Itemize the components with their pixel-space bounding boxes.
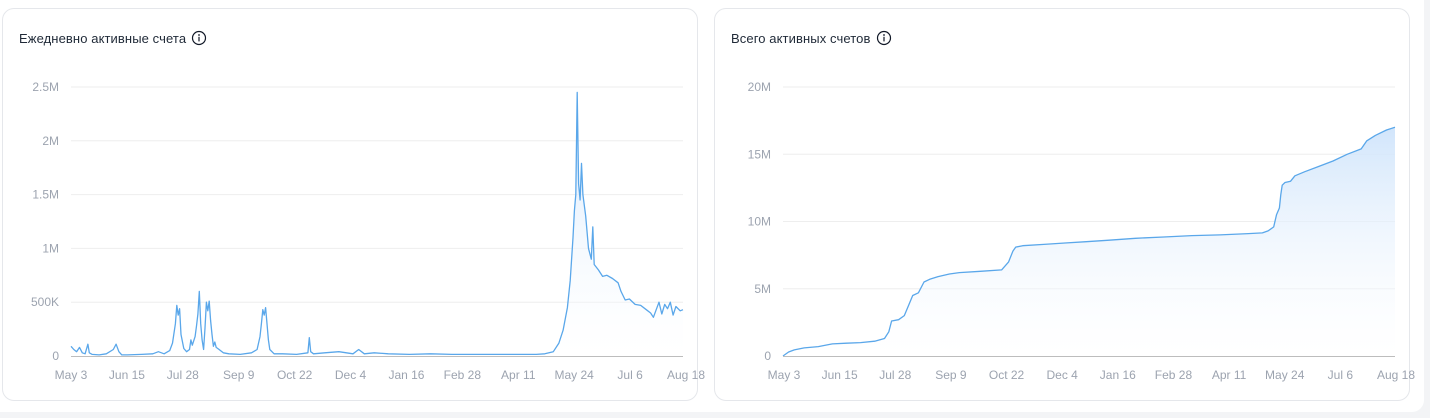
x-tick-label: Oct 22 [989, 368, 1025, 382]
y-tick-label: 5M [754, 282, 771, 296]
x-tick-label: Sep 9 [223, 368, 255, 382]
y-tick-label: 500K [31, 295, 59, 309]
x-tick-label: May 3 [768, 368, 801, 382]
x-tick-label: May 24 [1265, 368, 1305, 382]
x-tick-label: Oct 22 [277, 368, 313, 382]
x-tick-label: Aug 18 [667, 368, 705, 382]
x-tick-label: May 24 [555, 368, 595, 382]
total-active-accounts-chart: 0 5M 10M 15M 20M May 3 Jun 15 Jul 28 Sep 9 Oct 22… [748, 80, 1416, 382]
y-tick-label: 20M [748, 80, 771, 94]
daily-active-accounts-card: Ежедневно активные счета 0 500K 1M 1.5M 2M 2.… [2, 8, 705, 401]
x-tick-label: Jul 6 [1328, 368, 1354, 382]
y-tick-label: 2M [42, 134, 59, 148]
daily-active-accounts-chart: 0 500K 1M 1.5M 2M 2.5M May 3 Jun 15 Jul 28 Sep 9 O… [31, 80, 705, 382]
x-tick-label: Jun 15 [822, 368, 858, 382]
info-icon[interactable] [876, 30, 892, 46]
y-tick-label: 1.5M [32, 188, 59, 202]
x-tick-label: Jun 15 [109, 368, 145, 382]
x-tick-label: Jul 28 [879, 368, 911, 382]
card-title: Ежедневно активные счета [19, 30, 187, 46]
series-area [71, 92, 683, 357]
y-tick-label: 2.5M [32, 80, 59, 94]
info-icon-svg [192, 30, 207, 46]
card-header: Всего активных счетов [731, 28, 892, 48]
x-tick-label: Jul 28 [167, 368, 199, 382]
info-icon[interactable] [191, 30, 207, 46]
x-tick-label: Jan 16 [1100, 368, 1136, 382]
x-tick-label: Jul 6 [617, 368, 643, 382]
card-header: Ежедневно активные счета [19, 28, 207, 48]
x-tick-label: Feb 28 [444, 368, 482, 382]
x-tick-label: Feb 28 [1155, 368, 1193, 382]
x-tick-label: Aug 18 [1377, 368, 1415, 382]
x-tick-label: Dec 4 [1047, 368, 1079, 382]
total-active-accounts-card: Всего активных счетов 0 5M 10M 15M 20M May 3 J… [714, 8, 1416, 401]
x-tick-label: Sep 9 [935, 368, 967, 382]
series-line [70, 91, 684, 356]
card-title: Всего активных счетов [731, 30, 871, 46]
y-tick-label: 0 [52, 349, 59, 363]
x-tick-label: Dec 4 [335, 368, 367, 382]
y-tick-label: 0 [764, 349, 771, 363]
y-tick-label: 1M [42, 241, 59, 255]
y-tick-label: 15M [748, 147, 771, 161]
x-tick-label: Apr 11 [501, 368, 536, 382]
x-tick-label: May 3 [55, 368, 88, 382]
series-line [782, 126, 1396, 357]
x-tick-label: Jan 16 [388, 368, 424, 382]
x-tick-label: Apr 11 [1212, 368, 1247, 382]
info-icon-svg [876, 30, 891, 46]
y-tick-label: 10M [748, 215, 771, 229]
